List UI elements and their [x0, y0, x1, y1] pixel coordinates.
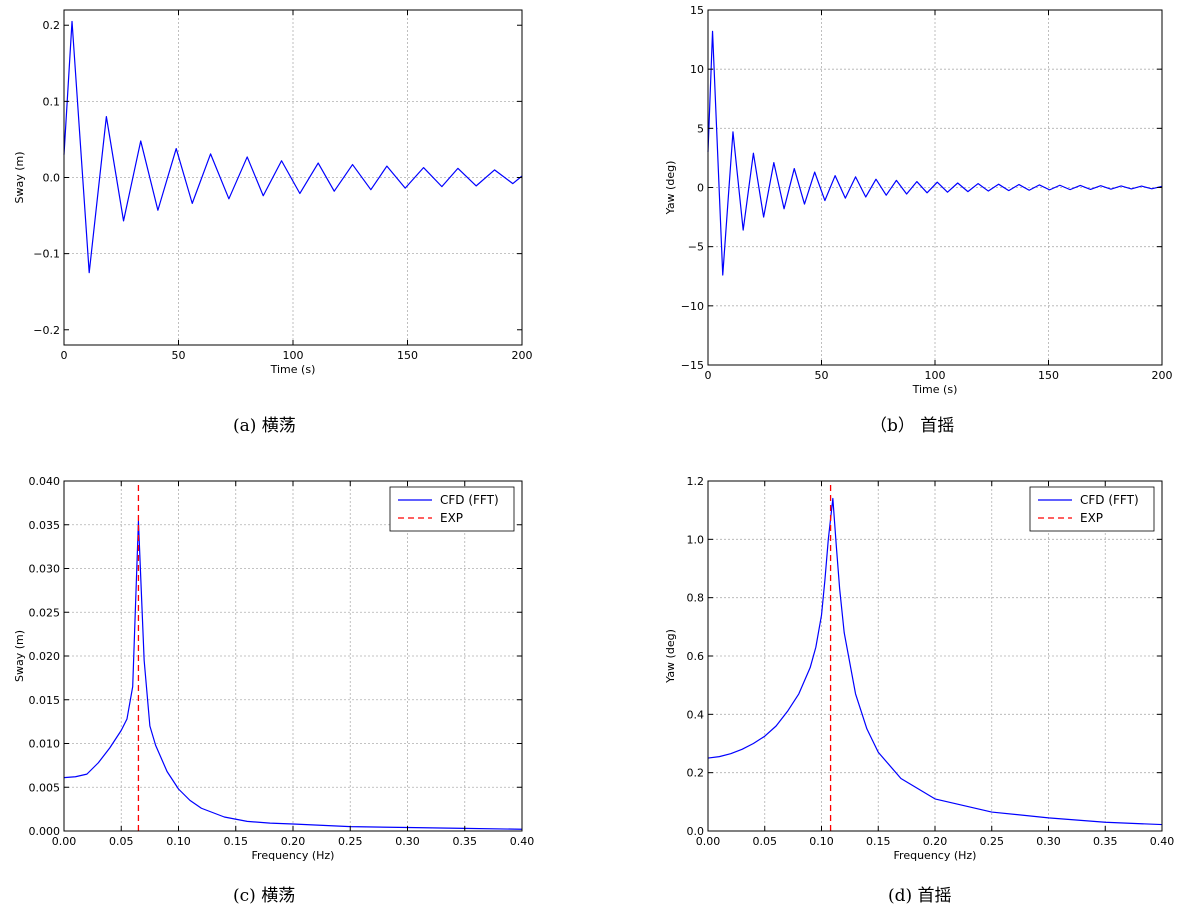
x-tick-label: 0.25	[338, 835, 363, 848]
series-line-cfd-fft	[707, 497, 1163, 826]
y-tick-label: 10	[690, 63, 704, 76]
y-tick-label: −10	[681, 300, 704, 313]
legend-label: EXP	[440, 511, 463, 525]
y-tick-label: −0.1	[33, 248, 60, 261]
x-tick-label: 0.30	[1036, 835, 1061, 848]
y-tick-label: 0.2	[687, 767, 705, 780]
x-tick-label: 0	[61, 349, 68, 362]
x-tick-label: 0.05	[753, 835, 778, 848]
x-axis-label: Frequency (Hz)	[252, 849, 335, 862]
x-tick-label: 0.15	[866, 835, 891, 848]
chart-a: 0 50 100 150 200 −0.2 −0.1 0.0 0.1 0.2 Time (s) Swa…	[13, 9, 533, 376]
y-tick-label: 0.030	[29, 563, 61, 576]
series-line-signal	[707, 30, 1163, 276]
x-tick-label: 0.40	[510, 835, 535, 848]
x-tick-label: 0.15	[224, 835, 249, 848]
y-tick-label: 0.015	[29, 694, 61, 707]
x-tick-label: 0.10	[809, 835, 834, 848]
legend-label: EXP	[1080, 511, 1103, 525]
x-tick-label: 150	[397, 349, 418, 362]
y-tick-label: 5	[697, 122, 704, 135]
y-tick-label: 1.0	[687, 533, 705, 546]
x-tick-label: 0.35	[1093, 835, 1118, 848]
x-axis-label: Time (s)	[912, 383, 958, 396]
x-tick-label: 0.30	[395, 835, 420, 848]
y-axis-label: Yaw (deg)	[664, 629, 677, 684]
y-tick-label: 0.6	[687, 650, 705, 663]
x-tick-label: 100	[283, 349, 304, 362]
x-tick-label: 200	[512, 349, 533, 362]
x-tick-label: 200	[1152, 369, 1173, 382]
caption-a: (a) 横荡	[233, 416, 296, 436]
legend: CFD (FFT) EXP	[389, 486, 515, 532]
chart-b: 0 50 100 150 200 −15 −10 −5 0 5 10 15 Time (s) Yaw (d…	[664, 4, 1173, 396]
x-tick-label: 0.20	[923, 835, 948, 848]
y-tick-label: 0.025	[29, 606, 61, 619]
y-tick-label: 0.005	[29, 781, 61, 794]
x-tick-label: 0.25	[980, 835, 1005, 848]
caption-d: (d) 首摇	[888, 886, 952, 906]
series-line-cfd-fft	[63, 520, 523, 830]
x-tick-label: 100	[925, 369, 946, 382]
caption-b: （b） 首摇	[870, 416, 955, 436]
x-tick-label: 50	[172, 349, 186, 362]
y-axis-label: Yaw (deg)	[664, 161, 677, 216]
x-tick-label: 0.40	[1150, 835, 1175, 848]
y-tick-label: 0.8	[687, 592, 705, 605]
y-tick-label: 0	[697, 182, 704, 195]
x-tick-label: 0.00	[52, 835, 77, 848]
y-tick-label: 0.4	[687, 708, 705, 721]
legend-box	[1029, 486, 1155, 532]
y-tick-label: 1.2	[687, 475, 705, 488]
x-tick-label: 0.10	[166, 835, 191, 848]
y-tick-label: 0.2	[43, 19, 61, 32]
y-tick-label: −15	[681, 359, 704, 372]
x-axis-label: Time (s)	[270, 363, 316, 376]
x-tick-label: 0.00	[696, 835, 721, 848]
y-axis-label: Sway (m)	[13, 630, 26, 682]
caption-c: (c) 横荡	[233, 886, 296, 906]
y-tick-label: 0.000	[29, 825, 61, 838]
y-tick-label: 0.040	[29, 475, 61, 488]
x-tick-label: 150	[1038, 369, 1059, 382]
x-tick-label: 0.05	[109, 835, 134, 848]
chart-c: 0.00 0.05 0.10 0.15 0.20 0.25 0.30 0.35 0.40 0.00…	[13, 475, 534, 862]
legend-label: CFD (FFT)	[1080, 493, 1139, 507]
y-tick-label: 0.0	[43, 172, 61, 185]
y-tick-label: −0.2	[33, 324, 60, 337]
y-tick-label: 0.035	[29, 519, 61, 532]
y-tick-label: 0.1	[43, 95, 61, 108]
y-tick-label: 15	[690, 4, 704, 17]
series-line-signal	[63, 20, 523, 274]
x-tick-label: 0.35	[453, 835, 478, 848]
chart-d: 0.00 0.05 0.10 0.15 0.20 0.25 0.30 0.35 0.40 0.0 0…	[664, 475, 1174, 862]
x-axis-label: Frequency (Hz)	[894, 849, 977, 862]
x-tick-label: 0.20	[281, 835, 306, 848]
y-tick-label: −5	[688, 241, 704, 254]
y-tick-label: 0.020	[29, 650, 61, 663]
x-tick-label: 0	[705, 369, 712, 382]
y-axis-label: Sway (m)	[13, 151, 26, 203]
y-tick-label: 0.0	[687, 825, 705, 838]
legend-box	[389, 486, 515, 532]
legend-label: CFD (FFT)	[440, 493, 499, 507]
x-tick-label: 50	[815, 369, 829, 382]
y-tick-label: 0.010	[29, 738, 61, 751]
legend: CFD (FFT) EXP	[1029, 486, 1155, 532]
